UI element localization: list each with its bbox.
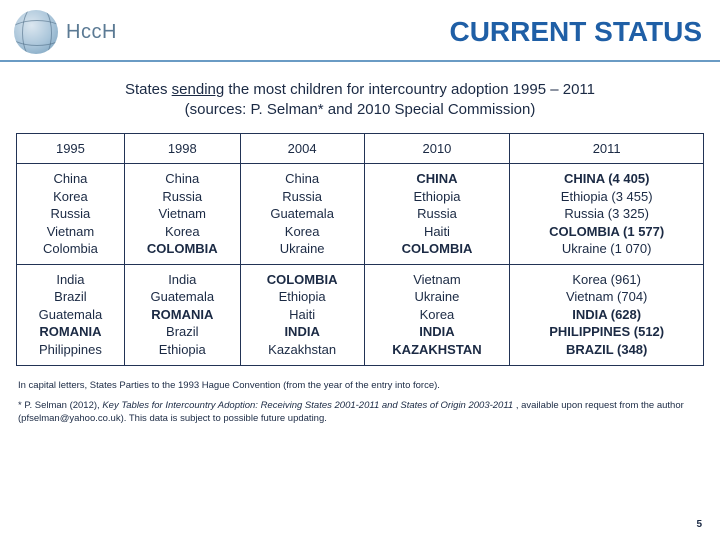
table-row: ChinaKoreaRussiaVietnamColombiaChinaRuss…	[17, 164, 704, 265]
table-cell: Korea (961)Vietnam (704)INDIA (628)PHILI…	[510, 264, 704, 365]
table-cell: COLOMBIAEthiopiaHaitiINDIAKazakhstan	[240, 264, 364, 365]
table-header-row: 19951998200420102011	[17, 133, 704, 164]
globe-icon	[14, 10, 58, 54]
subtitle-prefix: States	[125, 81, 172, 98]
logo: HccH	[14, 10, 117, 54]
table-cell: VietnamUkraineKoreaINDIAKAZAKHSTAN	[364, 264, 510, 365]
footnote-source-title: Key Tables for Intercountry Adoption: Re…	[102, 400, 513, 411]
column-header: 2011	[510, 133, 704, 164]
page-number: 5	[696, 519, 702, 530]
subtitle-line2: (sources: P. Selman* and 2010 Special Co…	[185, 101, 536, 118]
table-cell: IndiaBrazilGuatemalaROMANIAPhilippines	[17, 264, 125, 365]
footnote-source-prefix: * P. Selman (2012),	[18, 400, 102, 411]
table-cell: CHINAEthiopiaRussiaHaitiCOLOMBIA	[364, 164, 510, 265]
column-header: 2004	[240, 133, 364, 164]
footnotes: In capital letters, States Parties to th…	[0, 366, 720, 426]
table-body: ChinaKoreaRussiaVietnamColombiaChinaRuss…	[17, 164, 704, 365]
table-row: IndiaBrazilGuatemalaROMANIAPhilippinesIn…	[17, 264, 704, 365]
table-cell: ChinaRussiaVietnamKoreaCOLOMBIA	[124, 164, 240, 265]
subtitle-rest: the most children for intercountry adopt…	[224, 81, 595, 98]
column-header: 2010	[364, 133, 510, 164]
subtitle: States sending the most children for int…	[0, 62, 720, 133]
subtitle-underlined: sending	[172, 81, 225, 98]
table-cell: CHINA (4 405)Ethiopia (3 455)Russia (3 3…	[510, 164, 704, 265]
data-table: 19951998200420102011 ChinaKoreaRussiaVie…	[16, 133, 704, 366]
table-cell: ChinaRussiaGuatemalaKoreaUkraine	[240, 164, 364, 265]
column-header: 1995	[17, 133, 125, 164]
page-title: CURRENT STATUS	[449, 16, 702, 48]
table-cell: IndiaGuatemalaROMANIABrazilEthiopia	[124, 264, 240, 365]
column-header: 1998	[124, 133, 240, 164]
logo-text: HccH	[66, 21, 117, 44]
slide-header: HccH CURRENT STATUS	[0, 0, 720, 62]
footnote-caps: In capital letters, States Parties to th…	[18, 380, 702, 393]
table-head: 19951998200420102011	[17, 133, 704, 164]
footnote-source: * P. Selman (2012), Key Tables for Inter…	[18, 400, 702, 426]
table-cell: ChinaKoreaRussiaVietnamColombia	[17, 164, 125, 265]
